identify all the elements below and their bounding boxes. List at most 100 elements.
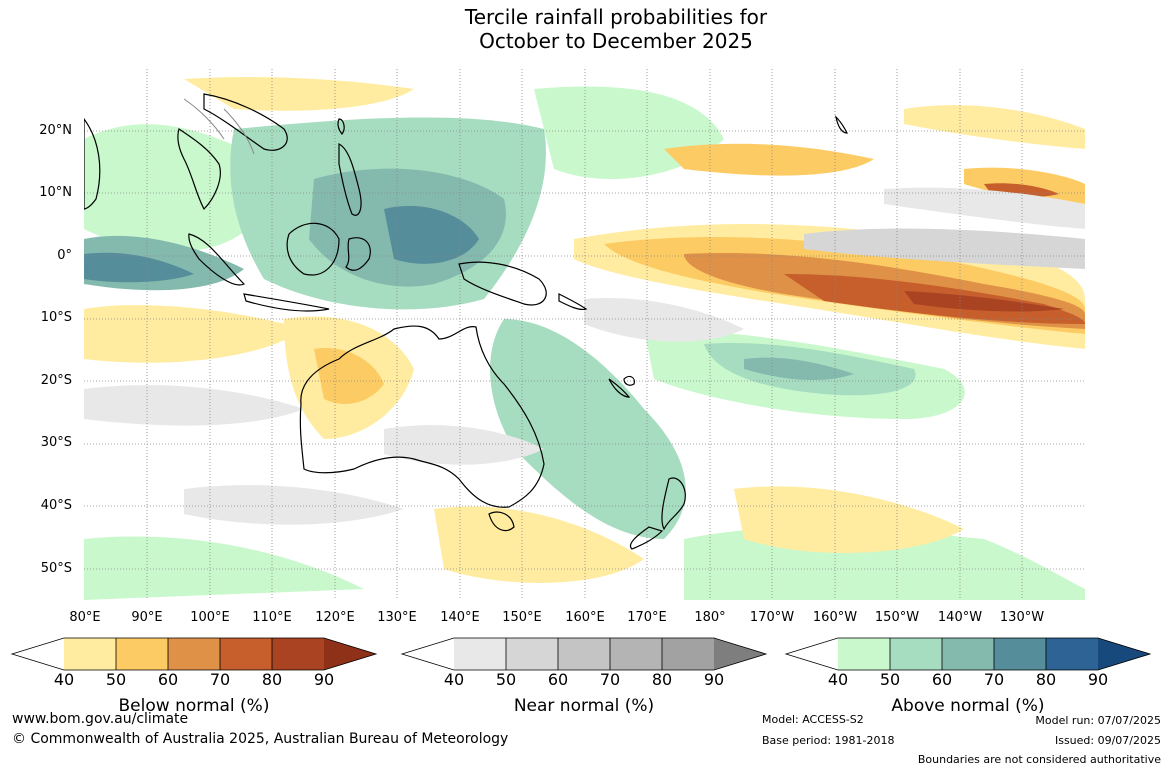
indochina-coast [177, 128, 221, 210]
map-canvas [84, 69, 1085, 600]
legend-title-below: Below normal (%) [118, 696, 270, 716]
lon-label-170e: 170°E [627, 610, 667, 625]
new-zealand-south-coast [629, 526, 664, 550]
copyright-text: © Commonwealth of Australia 2025, Austra… [12, 731, 509, 747]
above-normal-spcz-core [744, 357, 854, 381]
below-tick-60: 60 [157, 670, 179, 689]
near-tick-80: 80 [651, 670, 673, 689]
lon-label-90e: 90°E [131, 610, 163, 625]
colorbar-near-segment [506, 638, 558, 670]
lon-label-170w: 170°W [749, 610, 795, 625]
lon-label-130e: 130°E [377, 610, 417, 625]
below-tick-40: 40 [53, 670, 75, 689]
colorbar-near-normal [400, 637, 768, 671]
lat-label-equator: 0° [57, 248, 72, 263]
new-zealand-north-coast [661, 477, 686, 531]
near-tick-90: 90 [703, 670, 725, 689]
legend-below-normal [10, 637, 378, 671]
fiji-coast [623, 375, 635, 386]
near-normal-south-aus [384, 425, 544, 465]
above-tick-90: 90 [1087, 670, 1109, 689]
model-run-date: Model run: 07/07/2025 [1035, 714, 1161, 727]
website-link[interactable]: www.bom.gov.au/climate [12, 711, 189, 727]
colorbar-near-segment [454, 638, 506, 670]
chart-title: Tercile rainfall probabilities for Octob… [0, 5, 1173, 53]
near-normal-central-pacific-2 [884, 187, 1085, 229]
lat-label-50s: 50°S [40, 561, 72, 576]
hawaii-coast [835, 115, 848, 134]
philippines-coast [338, 143, 362, 216]
lon-label-120e: 120°E [315, 610, 355, 625]
above-normal-south [84, 536, 364, 600]
colorbar-near-segment [714, 638, 766, 670]
lon-label-160w: 160°W [812, 610, 858, 625]
lon-label-150e: 150°E [502, 610, 542, 625]
above-tick-50: 50 [879, 670, 901, 689]
above-normal-strong-maritime [384, 205, 479, 264]
colorbar-near-segment [558, 638, 610, 670]
colorbar-below-segment [324, 638, 376, 670]
above-normal-east-aus [490, 319, 686, 539]
colorbar-near-segment [610, 638, 662, 670]
lon-label-130w: 130°W [999, 610, 1045, 625]
lon-label-150w: 150°W [874, 610, 920, 625]
near-normal-subtropical [584, 298, 744, 342]
near-tick-60: 60 [547, 670, 569, 689]
near-tick-50: 50 [495, 670, 517, 689]
below-normal-south-pacific [734, 486, 964, 553]
lat-label-10s: 10°S [40, 310, 72, 325]
boundaries-disclaimer: Boundaries are not considered authoritat… [917, 753, 1161, 766]
near-normal-central-pacific [804, 228, 1085, 269]
lon-label-180: 180° [694, 610, 726, 625]
colorbar-above-segment [1046, 638, 1098, 670]
title-line-1: Tercile rainfall probabilities for [464, 5, 768, 29]
colorbar-above-segment [786, 638, 838, 670]
lat-label-30s: 30°S [40, 435, 72, 450]
lon-label-100e: 100°E [190, 610, 230, 625]
below-normal-sw-indian [84, 305, 304, 363]
below-normal-ne [904, 105, 1085, 149]
colorbar-above-segment [942, 638, 994, 670]
colorbar-near-segment [662, 638, 714, 670]
above-normal-indian-core [84, 252, 194, 283]
lon-label-140w: 140°W [937, 610, 983, 625]
colorbar-above-segment [838, 638, 890, 670]
legend-title-above: Above normal (%) [891, 696, 1045, 716]
colorbar-below-segment [168, 638, 220, 670]
colorbar-above-segment [890, 638, 942, 670]
lon-label-110e: 110°E [252, 610, 292, 625]
lat-label-40s: 40°S [40, 498, 72, 513]
colorbar-below-segment [272, 638, 324, 670]
below-normal-nw [184, 77, 414, 111]
rainfall-probability-map[interactable] [84, 69, 1085, 600]
issued-date: Issued: 09/07/2025 [1054, 734, 1161, 747]
national-boundaries [183, 98, 255, 155]
near-tick-40: 40 [443, 670, 465, 689]
coastlines [84, 93, 848, 550]
lon-label-140e: 140°E [440, 610, 480, 625]
near-normal-indian [84, 385, 304, 426]
above-tick-80: 80 [1035, 670, 1057, 689]
lat-label-20n: 20°N [39, 123, 72, 138]
lat-label-20s: 20°S [40, 373, 72, 388]
below-tick-90: 90 [313, 670, 335, 689]
sumatra-coast [188, 233, 246, 286]
new-guinea-coast [458, 261, 547, 306]
colorbar-below-segment [12, 638, 64, 670]
colorbar-below-segment [64, 638, 116, 670]
base-period: Base period: 1981-2018 [762, 734, 895, 747]
lon-label-160e: 160°E [565, 610, 605, 625]
title-line-2: October to December 2025 [479, 29, 753, 53]
below-normal-nw-pacific [664, 143, 874, 176]
solomon-islands-coast [558, 293, 588, 311]
below-normal-tasman [434, 506, 644, 583]
near-tick-70: 70 [599, 670, 621, 689]
legend-above-normal [784, 637, 1152, 671]
below-normal-equatorial-max [904, 291, 1064, 312]
colorbar-below-segment [116, 638, 168, 670]
near-normal-southern [184, 485, 404, 525]
model-name: Model: ACCESS-S2 [762, 713, 864, 726]
new-caledonia-coast [608, 378, 631, 398]
graticule [84, 69, 1085, 600]
colorbar-above-segment [1098, 638, 1150, 670]
